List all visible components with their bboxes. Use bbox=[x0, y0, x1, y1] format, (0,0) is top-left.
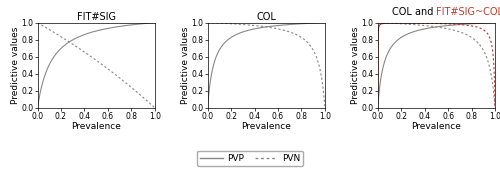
Text: COL and: COL and bbox=[392, 7, 436, 17]
X-axis label: Prevalence: Prevalence bbox=[412, 122, 462, 131]
Text: FIT#SIG~COL: FIT#SIG~COL bbox=[436, 7, 500, 17]
Y-axis label: Predictive values: Predictive values bbox=[11, 27, 20, 104]
Title: COL: COL bbox=[256, 12, 276, 22]
Y-axis label: Predictive values: Predictive values bbox=[351, 27, 360, 104]
X-axis label: Prevalence: Prevalence bbox=[242, 122, 291, 131]
Legend: PVP, PVN: PVP, PVN bbox=[197, 151, 303, 166]
X-axis label: Prevalence: Prevalence bbox=[71, 122, 121, 131]
Title: FIT#SIG: FIT#SIG bbox=[76, 12, 116, 22]
Y-axis label: Predictive values: Predictive values bbox=[181, 27, 190, 104]
